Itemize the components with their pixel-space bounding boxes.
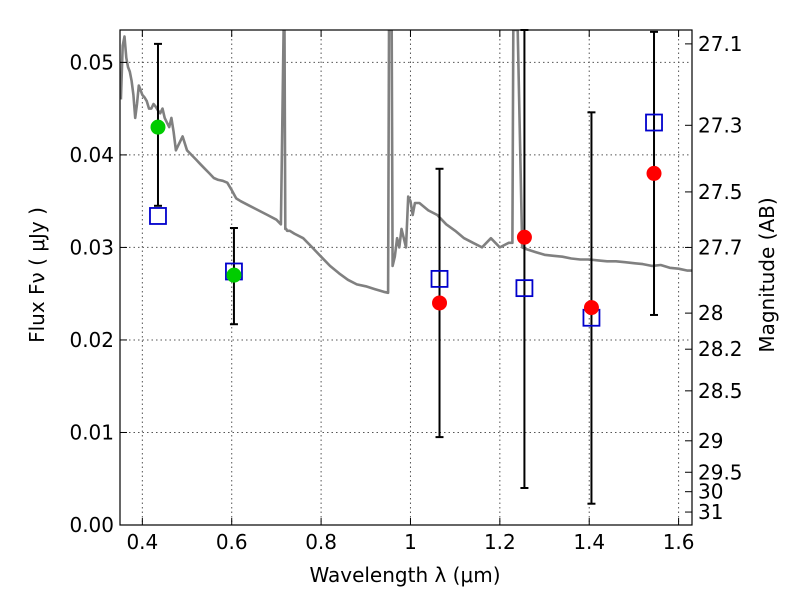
y2-tick-label: 27.7 [698, 235, 743, 259]
y2-tick-label: 29 [698, 429, 723, 453]
x-tick-label: 0.8 [305, 530, 337, 554]
y-tick-label: 0.02 [69, 328, 114, 352]
green-point [150, 119, 166, 135]
red-point [516, 229, 532, 245]
y-tick-label: 0.05 [69, 50, 114, 74]
x-tick-label: 1 [404, 530, 417, 554]
x-tick-label: 0.4 [126, 530, 158, 554]
y2-tick-label: 27.1 [698, 32, 743, 56]
y2-tick-label: 27.3 [698, 113, 743, 137]
y-tick-label: 0.03 [69, 235, 114, 259]
y2-tick-label: 28.2 [698, 337, 743, 361]
y2-tick-label: 27.5 [698, 180, 743, 204]
model-square [515, 279, 534, 298]
ticks: 0.4 0.6 0.8 1 1.2 1.4 1.6 0.00 0.01 0.02 0.03 0.04 0… [69, 30, 743, 554]
y-tick-label: 0.04 [69, 143, 114, 167]
y-tick-label: 0.01 [69, 420, 114, 444]
model-square [149, 207, 167, 225]
y2-tick-label: 29.5 [698, 460, 743, 484]
x-tick-label: 1.4 [573, 530, 605, 554]
y2-tick-label: 28.5 [698, 379, 743, 403]
x-axis-title: Wavelength λ (μm) [309, 563, 500, 587]
x-tick-label: 1.6 [663, 530, 695, 554]
model-square [430, 269, 449, 288]
x-tick-label: 0.6 [216, 530, 248, 554]
spectrum-layer [120, 30, 692, 295]
red-point [432, 295, 448, 311]
y-axis-title: Flux Fν ( μJy ) [25, 207, 49, 343]
y2-tick-label: 30 [698, 480, 723, 504]
red-point [646, 165, 662, 181]
plot-frame [119, 29, 693, 526]
errorbar-layer [153, 29, 659, 505]
model-square [645, 113, 663, 132]
y-tick-label: 0.00 [69, 513, 114, 537]
red-point [583, 300, 599, 316]
y2-tick-label: 28 [698, 301, 723, 325]
grid [120, 30, 692, 526]
y2-tick-label: 31 [698, 500, 723, 524]
spectrum-line [120, 30, 692, 295]
x-tick-label: 1.2 [484, 530, 516, 554]
green-point [226, 267, 242, 283]
points-layer [149, 113, 663, 327]
y2-axis-title: Magnitude (AB) [755, 197, 779, 352]
